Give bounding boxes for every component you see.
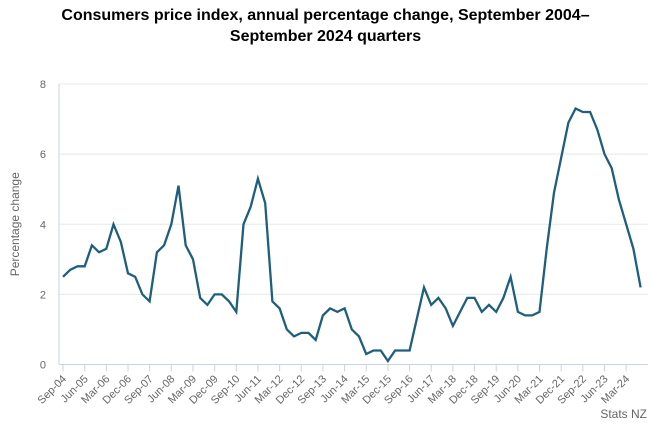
cpi-data-line xyxy=(62,106,642,364)
source-attribution: Stats NZ xyxy=(600,407,647,421)
y-tick-label: 0 xyxy=(40,360,46,372)
y-tick-label: 6 xyxy=(40,149,46,161)
y-tick-label: 4 xyxy=(40,219,46,231)
chart-title: Consumers price index, annual percentage… xyxy=(61,7,590,46)
y-tick-label: 8 xyxy=(40,79,46,91)
y-tick-label: 2 xyxy=(40,289,46,301)
y-axis-title: Percentage change xyxy=(8,172,22,276)
